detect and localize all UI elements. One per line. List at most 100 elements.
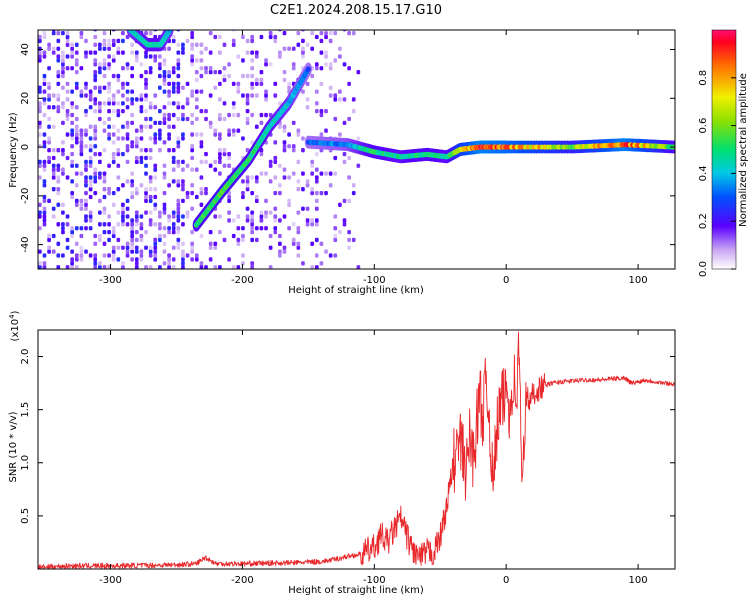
heatmap-cell bbox=[356, 69, 361, 75]
heatmap-cell bbox=[98, 210, 102, 215]
heatmap-cell bbox=[181, 241, 185, 246]
heatmap-cell bbox=[162, 226, 167, 231]
heatmap-cell bbox=[56, 54, 61, 59]
heatmap-cell bbox=[227, 194, 231, 200]
heatmap-cell bbox=[65, 265, 70, 269]
heatmap-cell bbox=[42, 210, 47, 215]
heatmap-cell bbox=[356, 163, 361, 168]
heatmap-cell bbox=[231, 105, 236, 110]
heatmap-cell bbox=[227, 218, 231, 223]
heatmap-cell bbox=[102, 62, 107, 67]
heatmap-cell bbox=[190, 34, 195, 40]
heatmap-cell bbox=[88, 89, 93, 94]
snr-y-multiplier: (x104) bbox=[8, 310, 21, 341]
heatmap-cell bbox=[70, 249, 75, 254]
heatmap-cell bbox=[38, 85, 42, 90]
heatmap-cell bbox=[296, 187, 301, 192]
heatmap-cell bbox=[190, 257, 195, 262]
heatmap-cell bbox=[134, 237, 139, 243]
heatmap-cell bbox=[148, 124, 153, 129]
heatmap-cell bbox=[130, 183, 135, 188]
heatmap-cell bbox=[107, 265, 111, 269]
heatmap-cell bbox=[158, 214, 162, 219]
heatmap-cell bbox=[301, 187, 305, 192]
heatmap-cell bbox=[213, 69, 218, 75]
heatmap-cell bbox=[153, 202, 158, 207]
heatmap-cell bbox=[111, 140, 116, 145]
heatmap-cell bbox=[130, 50, 135, 55]
heatmap-cell bbox=[222, 77, 227, 83]
heatmap-cell bbox=[351, 109, 356, 114]
heatmap-cell bbox=[84, 183, 88, 188]
heatmap-cell bbox=[278, 233, 282, 239]
heatmap-cell bbox=[241, 73, 245, 79]
heatmap-cell bbox=[107, 81, 111, 86]
heatmap-cell bbox=[250, 66, 255, 71]
heatmap-cell bbox=[347, 229, 351, 235]
heatmap-cell bbox=[218, 148, 222, 153]
heatmap-cell bbox=[42, 163, 47, 168]
heatmap-cell bbox=[74, 226, 79, 231]
heatmap-cell bbox=[98, 237, 102, 243]
heatmap-cell bbox=[102, 66, 107, 71]
heatmap-cell bbox=[227, 62, 231, 67]
snr-x-tick-label: 100 bbox=[629, 575, 648, 586]
heatmap-cell bbox=[148, 175, 153, 180]
heatmap-cell bbox=[204, 116, 208, 122]
heatmap-cell bbox=[264, 214, 268, 219]
heatmap-cell bbox=[259, 151, 264, 157]
heatmap-cell bbox=[70, 179, 75, 184]
heatmap-cell bbox=[167, 124, 171, 129]
heatmap-cell bbox=[222, 73, 227, 79]
heatmap-cell bbox=[319, 38, 324, 44]
heatmap-cell bbox=[144, 155, 148, 161]
heatmap-cell bbox=[250, 214, 255, 219]
heatmap-cell bbox=[84, 81, 88, 86]
heatmap-cell bbox=[130, 190, 135, 196]
heatmap-cell bbox=[88, 105, 93, 110]
heatmap-cell bbox=[333, 93, 338, 98]
heatmap-cell bbox=[111, 226, 116, 231]
heatmap-cell bbox=[171, 159, 176, 165]
heatmap-cell bbox=[199, 132, 204, 137]
heatmap-cell bbox=[70, 265, 75, 269]
heatmap-cell bbox=[93, 253, 98, 258]
heatmap-cell bbox=[93, 265, 98, 269]
heatmap-cell bbox=[181, 249, 185, 254]
heatmap-cell bbox=[70, 144, 75, 149]
heatmap-cell bbox=[88, 93, 93, 98]
heatmap-cell bbox=[162, 81, 167, 86]
heatmap-cell bbox=[162, 175, 167, 180]
heatmap-cell bbox=[199, 175, 204, 180]
colorbar-tick-label: 0.0 bbox=[698, 261, 709, 277]
heatmap-cell bbox=[116, 175, 121, 180]
heatmap-cell bbox=[162, 202, 167, 207]
heatmap-cell bbox=[314, 179, 319, 184]
heatmap-cell bbox=[236, 112, 241, 118]
heatmap-cell bbox=[116, 187, 121, 192]
heatmap-cell bbox=[65, 214, 70, 219]
heatmap-cell bbox=[79, 93, 84, 98]
heatmap-cell bbox=[245, 148, 250, 153]
heatmap-cell bbox=[218, 50, 222, 55]
heatmap-cell bbox=[130, 97, 135, 102]
heatmap-cell bbox=[56, 187, 61, 192]
heatmap-cell bbox=[278, 190, 282, 196]
heatmap-cell bbox=[301, 30, 305, 32]
heatmap-cell bbox=[38, 214, 42, 219]
heatmap-cell bbox=[250, 210, 255, 215]
heatmap-cell bbox=[338, 46, 342, 51]
heatmap-cell bbox=[190, 148, 195, 153]
heatmap-cell bbox=[65, 81, 70, 86]
heatmap-cell bbox=[208, 229, 213, 235]
heatmap-cell bbox=[278, 54, 282, 59]
heatmap-cell bbox=[93, 73, 98, 79]
heatmap-cell bbox=[93, 233, 98, 239]
heatmap-cell bbox=[125, 136, 130, 141]
heatmap-cell bbox=[125, 206, 130, 211]
heatmap-cell bbox=[111, 38, 116, 44]
heatmap-cell bbox=[194, 89, 199, 94]
heatmap-cell bbox=[194, 167, 199, 172]
heatmap-cell bbox=[111, 97, 116, 102]
heatmap-cell bbox=[98, 159, 102, 165]
